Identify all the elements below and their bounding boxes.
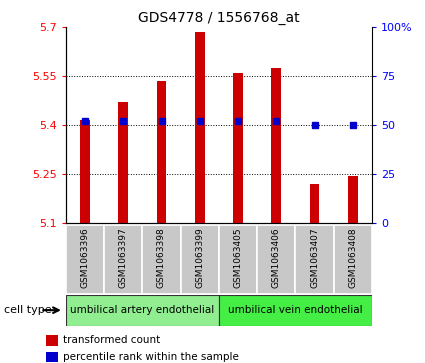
Bar bbox=[219, 225, 257, 294]
Text: GSM1063407: GSM1063407 bbox=[310, 227, 319, 288]
Bar bbox=[142, 225, 181, 294]
Text: GSM1063397: GSM1063397 bbox=[119, 227, 128, 288]
Bar bbox=[219, 295, 372, 326]
Title: GDS4778 / 1556768_at: GDS4778 / 1556768_at bbox=[138, 11, 300, 25]
Bar bbox=[310, 184, 319, 223]
Text: umbilical vein endothelial: umbilical vein endothelial bbox=[228, 305, 363, 315]
Text: percentile rank within the sample: percentile rank within the sample bbox=[62, 352, 238, 362]
Text: umbilical artery endothelial: umbilical artery endothelial bbox=[70, 305, 215, 315]
Bar bbox=[46, 352, 58, 362]
Text: GSM1063399: GSM1063399 bbox=[195, 227, 204, 288]
Text: GSM1063408: GSM1063408 bbox=[348, 227, 357, 288]
Text: GSM1063406: GSM1063406 bbox=[272, 227, 281, 288]
Bar bbox=[348, 176, 357, 223]
Bar bbox=[334, 225, 372, 294]
Bar bbox=[119, 102, 128, 223]
Bar bbox=[104, 225, 142, 294]
Text: transformed count: transformed count bbox=[62, 335, 160, 346]
Bar bbox=[295, 225, 334, 294]
Bar bbox=[257, 225, 295, 294]
Bar bbox=[272, 68, 281, 223]
Text: GSM1063396: GSM1063396 bbox=[80, 227, 90, 288]
Bar bbox=[181, 225, 219, 294]
Bar bbox=[66, 225, 104, 294]
Text: GSM1063398: GSM1063398 bbox=[157, 227, 166, 288]
Bar bbox=[80, 120, 90, 223]
Bar bbox=[195, 32, 204, 223]
Bar bbox=[233, 73, 243, 223]
Bar bbox=[157, 81, 166, 223]
Text: GSM1063405: GSM1063405 bbox=[233, 227, 243, 288]
Text: cell type: cell type bbox=[4, 305, 52, 315]
Bar bbox=[46, 335, 58, 346]
Bar bbox=[66, 295, 219, 326]
